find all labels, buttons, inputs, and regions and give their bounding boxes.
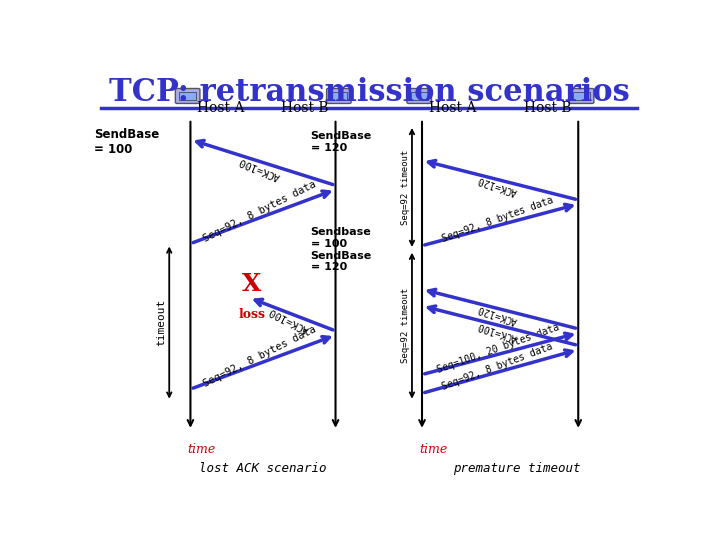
Text: ACK=100: ACK=100 — [238, 155, 282, 181]
Text: premature timeout: premature timeout — [453, 462, 580, 475]
FancyBboxPatch shape — [327, 89, 351, 104]
Text: Host B: Host B — [282, 100, 329, 114]
Text: time: time — [187, 443, 216, 456]
Text: ACK=100: ACK=100 — [477, 320, 519, 342]
Bar — [330, 92, 347, 100]
Text: Host A: Host A — [428, 100, 476, 114]
Text: ACK=120: ACK=120 — [477, 174, 519, 197]
Text: SendBase
= 100: SendBase = 100 — [94, 128, 160, 156]
Text: ACK=120: ACK=120 — [477, 303, 519, 326]
Bar — [573, 92, 590, 100]
Text: time: time — [419, 443, 447, 456]
Bar — [179, 92, 196, 100]
Text: Seq=92, 8 bytes data: Seq=92, 8 bytes data — [202, 179, 318, 244]
Text: X: X — [242, 272, 261, 295]
Text: Sendbase
= 100
SendBase
= 120: Sendbase = 100 SendBase = 120 — [310, 227, 372, 272]
Text: timeout: timeout — [156, 299, 166, 346]
Text: lost ACK scenario: lost ACK scenario — [199, 462, 327, 475]
Text: Seq=92, 8 bytes data: Seq=92, 8 bytes data — [441, 195, 554, 244]
Text: ACK=100: ACK=100 — [267, 305, 310, 334]
Text: Seq=100, 20 bytes data: Seq=100, 20 bytes data — [435, 322, 560, 375]
Text: Seq=92, 8 bytes data: Seq=92, 8 bytes data — [441, 341, 554, 392]
Text: SendBase
= 120: SendBase = 120 — [310, 131, 372, 152]
Text: Seq=92, 8 bytes data: Seq=92, 8 bytes data — [202, 325, 318, 389]
Bar — [411, 92, 428, 100]
Text: Host B: Host B — [524, 100, 572, 114]
FancyBboxPatch shape — [407, 89, 431, 104]
Text: TCP: retransmission scenarios: TCP: retransmission scenarios — [109, 77, 629, 109]
FancyBboxPatch shape — [570, 89, 594, 104]
FancyBboxPatch shape — [176, 89, 200, 104]
Text: Seq=92 timeout: Seq=92 timeout — [401, 150, 410, 225]
Text: loss: loss — [238, 308, 265, 321]
Text: Seq=92 timeout: Seq=92 timeout — [401, 288, 410, 363]
Text: Host A: Host A — [197, 100, 245, 114]
